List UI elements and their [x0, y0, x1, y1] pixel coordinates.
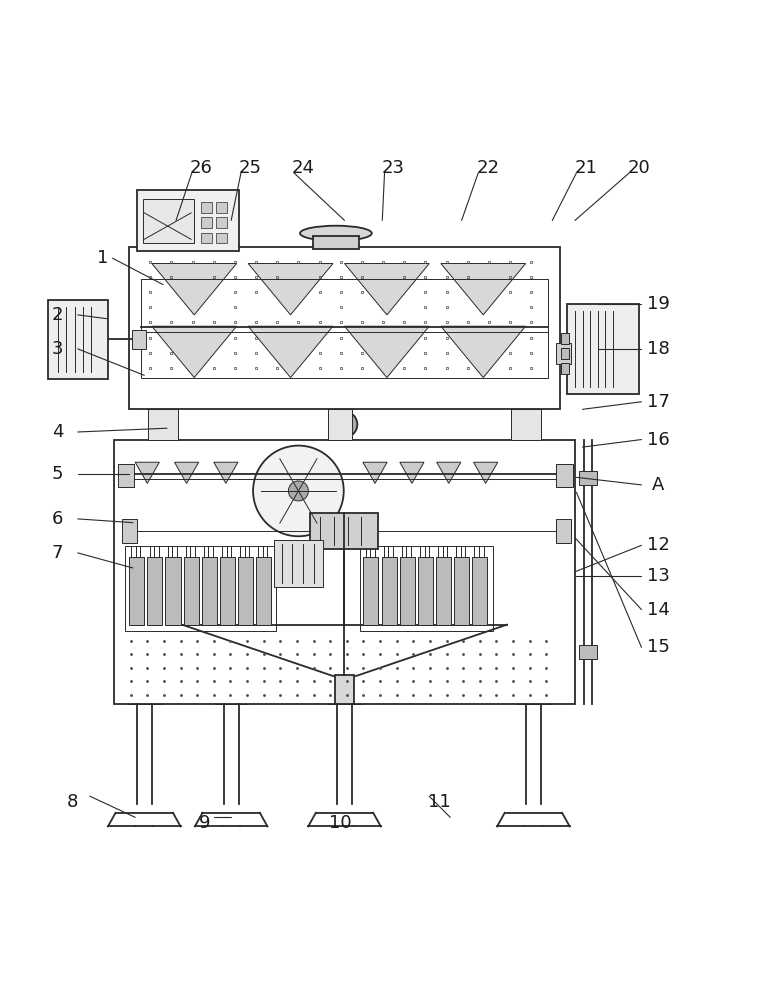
Text: 26: 26 — [189, 159, 213, 177]
Bar — [382, 557, 397, 625]
Bar — [129, 247, 560, 409]
Bar — [579, 645, 597, 659]
Bar — [148, 557, 163, 625]
Text: 24: 24 — [291, 159, 314, 177]
Bar — [335, 675, 354, 704]
Bar — [556, 519, 572, 543]
Polygon shape — [474, 462, 498, 483]
Bar — [418, 557, 433, 625]
Bar — [148, 409, 178, 440]
Bar — [143, 199, 194, 243]
Ellipse shape — [300, 226, 372, 241]
Polygon shape — [344, 326, 429, 378]
Polygon shape — [441, 263, 525, 315]
Text: 15: 15 — [646, 638, 669, 656]
Bar — [328, 409, 352, 440]
Polygon shape — [213, 462, 238, 483]
Text: 7: 7 — [51, 544, 63, 562]
Text: 17: 17 — [646, 393, 669, 411]
Text: 19: 19 — [646, 295, 669, 313]
Bar — [216, 233, 226, 243]
Bar — [562, 348, 569, 359]
Text: 9: 9 — [199, 814, 210, 832]
Circle shape — [332, 412, 357, 437]
Polygon shape — [344, 263, 429, 315]
Polygon shape — [136, 462, 160, 483]
Text: 4: 4 — [51, 423, 63, 441]
Bar — [216, 202, 226, 213]
Text: 20: 20 — [628, 159, 650, 177]
Text: 25: 25 — [238, 159, 262, 177]
Bar — [137, 190, 238, 251]
Text: 13: 13 — [646, 567, 669, 585]
Polygon shape — [437, 462, 461, 483]
Polygon shape — [152, 326, 237, 378]
Bar — [436, 557, 451, 625]
Bar — [562, 333, 569, 344]
Bar — [201, 202, 211, 213]
Text: 23: 23 — [382, 159, 405, 177]
Bar — [568, 304, 639, 394]
Bar — [118, 464, 135, 487]
Bar — [360, 546, 493, 631]
Text: 1: 1 — [97, 249, 108, 267]
Bar — [274, 540, 322, 587]
Bar — [556, 464, 573, 487]
Bar — [216, 217, 226, 228]
Text: 21: 21 — [575, 159, 598, 177]
Bar — [313, 236, 359, 249]
Polygon shape — [441, 326, 525, 378]
Polygon shape — [400, 462, 424, 483]
Bar — [126, 546, 276, 631]
Text: 2: 2 — [51, 306, 63, 324]
Bar — [472, 557, 488, 625]
Text: 8: 8 — [67, 793, 78, 811]
Text: 5: 5 — [51, 465, 63, 483]
Polygon shape — [174, 462, 198, 483]
Bar — [220, 557, 235, 625]
Bar — [238, 557, 253, 625]
Text: 16: 16 — [646, 431, 669, 449]
Circle shape — [253, 446, 344, 536]
Bar — [511, 409, 541, 440]
Bar — [363, 557, 378, 625]
Bar — [310, 513, 378, 549]
Bar — [201, 217, 211, 228]
Bar — [122, 519, 137, 543]
Polygon shape — [152, 263, 237, 315]
Text: 12: 12 — [646, 536, 669, 554]
Bar — [400, 557, 415, 625]
Bar — [579, 471, 597, 485]
Text: 22: 22 — [477, 159, 500, 177]
Text: 11: 11 — [428, 793, 450, 811]
Text: 14: 14 — [646, 601, 669, 619]
Text: 10: 10 — [329, 814, 352, 832]
Polygon shape — [248, 263, 333, 315]
Bar — [183, 557, 198, 625]
Text: A: A — [652, 476, 664, 494]
Bar — [142, 279, 548, 378]
Bar — [201, 557, 217, 625]
Text: 3: 3 — [51, 340, 63, 358]
Text: 6: 6 — [51, 510, 63, 528]
Bar — [114, 440, 575, 704]
Bar — [562, 363, 569, 374]
Polygon shape — [248, 326, 333, 378]
Bar — [166, 557, 180, 625]
Bar — [256, 557, 271, 625]
Bar — [454, 557, 469, 625]
Bar — [201, 233, 211, 243]
Bar — [556, 343, 572, 364]
Bar — [132, 330, 146, 349]
Bar — [129, 557, 145, 625]
Circle shape — [288, 481, 308, 501]
Bar — [48, 300, 108, 379]
Polygon shape — [363, 462, 387, 483]
Text: 18: 18 — [646, 340, 669, 358]
